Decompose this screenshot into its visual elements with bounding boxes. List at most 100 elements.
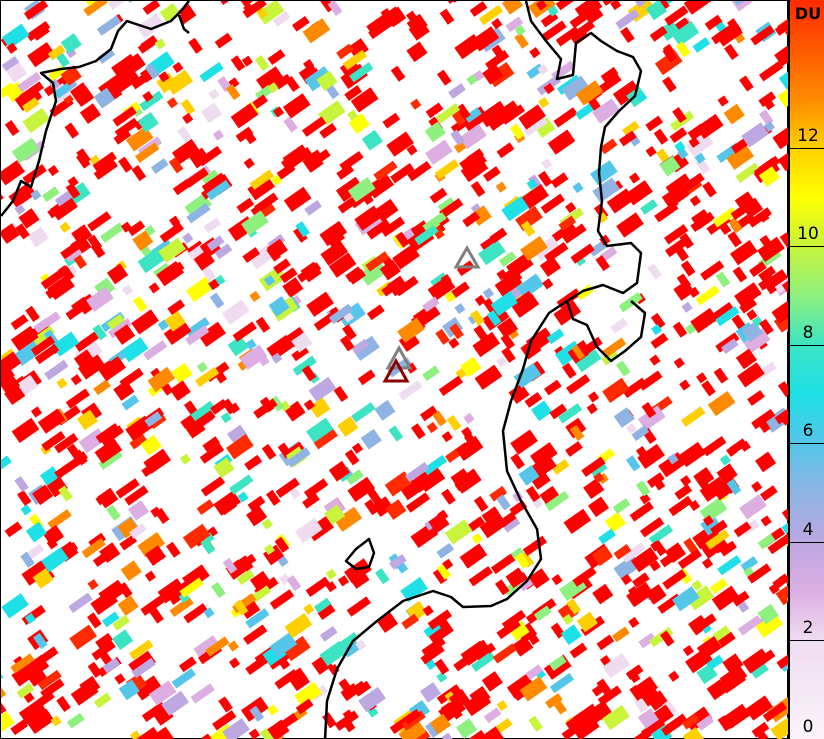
so2-pixel	[304, 149, 322, 166]
so2-pixel	[32, 24, 50, 41]
so2-pixel	[6, 62, 28, 83]
so2-pixel	[24, 612, 36, 625]
so2-pixel	[200, 102, 223, 124]
so2-pixel	[137, 531, 166, 558]
so2-pixel	[282, 277, 304, 298]
so2-pixel	[129, 523, 147, 539]
so2-pixel	[734, 282, 762, 308]
so2-pixel	[143, 340, 168, 361]
so2-pixel	[374, 400, 396, 421]
so2-pixel	[561, 362, 577, 379]
so2-pixel	[514, 24, 526, 36]
so2-pixel	[382, 112, 401, 129]
so2-pixel	[95, 632, 113, 649]
so2-pixel	[435, 328, 450, 345]
so2-pixel	[544, 242, 569, 263]
so2-pixel	[50, 715, 62, 727]
so2-pixel	[779, 651, 789, 672]
so2-pixel	[179, 453, 191, 465]
so2-pixel	[336, 164, 355, 180]
so2-pixel	[628, 616, 640, 629]
colorbar-tick-label: 10	[797, 224, 819, 245]
so2-pixel	[97, 48, 116, 64]
so2-pixel	[94, 438, 123, 464]
so2-pixel	[398, 720, 427, 739]
so2-pixel	[424, 121, 446, 143]
so2-pixel	[190, 400, 215, 422]
so2-pixel	[159, 3, 181, 24]
so2-pixel	[48, 525, 63, 543]
so2-pixel	[339, 150, 364, 172]
so2-pixel	[638, 632, 657, 649]
so2-pixel	[106, 263, 129, 285]
so2-pixel	[479, 512, 508, 539]
so2-pixel	[598, 528, 616, 545]
so2-pixel	[434, 159, 460, 180]
so2-pixel	[239, 344, 268, 370]
so2-pixel	[685, 323, 697, 335]
so2-pixel	[516, 273, 545, 299]
so2-pixel	[672, 321, 688, 338]
so2-pixel	[775, 580, 789, 606]
colorbar-tick-label: 8	[802, 322, 814, 343]
so2-pixel	[206, 235, 225, 252]
so2-pixel	[446, 415, 462, 432]
so2-pixel	[528, 634, 540, 646]
so2-pixel	[456, 103, 471, 120]
so2-pixel	[319, 640, 348, 667]
so2-pixel	[467, 516, 485, 532]
so2-pixel	[131, 165, 147, 182]
so2-pixel	[678, 441, 706, 468]
so2-pixel	[142, 1, 161, 15]
so2-pixel	[47, 509, 72, 530]
so2-pixel	[662, 43, 674, 56]
so2-pixel	[422, 296, 440, 313]
so2-pixel	[154, 507, 170, 524]
so2-pixel	[98, 73, 123, 95]
so2-pixel	[523, 116, 548, 137]
so2-pixel	[693, 467, 715, 488]
so2-pixel	[313, 597, 332, 614]
so2-pixel	[302, 18, 331, 44]
so2-pixel	[630, 547, 659, 573]
so2-pixel	[505, 567, 527, 589]
so2-pixel	[510, 429, 538, 455]
so2-pixel	[39, 466, 62, 487]
so2-pixel	[412, 302, 441, 328]
so2-pixel	[462, 211, 481, 228]
so2-pixel	[117, 595, 139, 616]
so2-pixel	[615, 9, 640, 30]
so2-pixel	[576, 611, 598, 633]
so2-pixel	[112, 106, 137, 127]
so2-pixel	[737, 615, 763, 636]
so2-pixel	[444, 291, 456, 303]
so2-pixel	[136, 13, 165, 39]
colorbar-tick	[790, 246, 824, 248]
so2-pixel	[279, 267, 298, 284]
so2-pixel	[405, 492, 431, 513]
so2-pixel	[599, 246, 618, 262]
so2-pixel	[735, 162, 760, 183]
so2-pixel	[137, 247, 166, 274]
so2-pixel	[229, 474, 254, 495]
so2-pixel	[665, 236, 690, 258]
so2-pixel	[414, 224, 439, 246]
so2-pixel	[659, 155, 681, 177]
so2-pixel	[201, 733, 213, 739]
so2-pixel	[565, 201, 577, 214]
so2-pixel	[688, 499, 701, 512]
so2-pixel	[164, 311, 186, 332]
so2-pixel	[401, 613, 420, 630]
colorbar-tick-label: 2	[802, 618, 814, 639]
so2-pixel	[439, 8, 455, 25]
so2-pixel	[239, 598, 261, 620]
so2-pixel	[565, 441, 583, 457]
so2-pixel	[166, 97, 178, 109]
so2-pixel	[492, 643, 518, 664]
so2-pixel	[432, 568, 448, 585]
so2-pixel	[633, 696, 649, 713]
so2-pixel	[271, 352, 283, 364]
so2-pixel	[727, 231, 743, 248]
so2-pixel	[34, 646, 59, 667]
so2-pixel	[672, 586, 700, 612]
